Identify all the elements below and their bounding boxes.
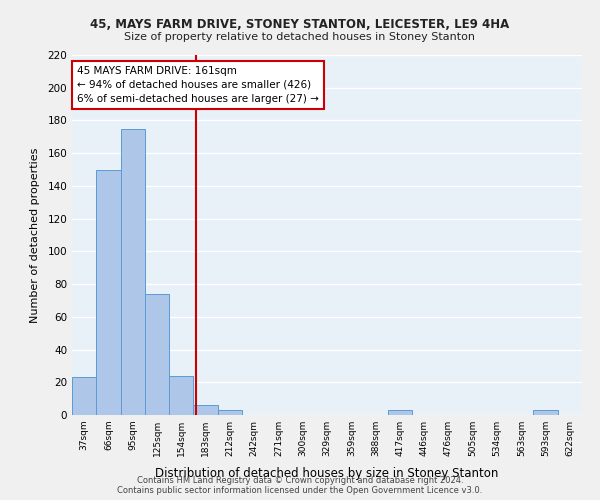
- Text: Contains HM Land Registry data © Crown copyright and database right 2024.: Contains HM Land Registry data © Crown c…: [137, 476, 463, 485]
- Bar: [388, 410, 412, 415]
- Bar: [145, 294, 169, 415]
- Text: 45 MAYS FARM DRIVE: 161sqm
← 94% of detached houses are smaller (426)
6% of semi: 45 MAYS FARM DRIVE: 161sqm ← 94% of deta…: [77, 66, 319, 104]
- Bar: [72, 378, 96, 415]
- Bar: [218, 410, 242, 415]
- Bar: [193, 405, 218, 415]
- Text: Contains public sector information licensed under the Open Government Licence v3: Contains public sector information licen…: [118, 486, 482, 495]
- Text: Size of property relative to detached houses in Stoney Stanton: Size of property relative to detached ho…: [125, 32, 476, 42]
- Bar: [533, 410, 558, 415]
- X-axis label: Distribution of detached houses by size in Stoney Stanton: Distribution of detached houses by size …: [155, 468, 499, 480]
- Text: 45, MAYS FARM DRIVE, STONEY STANTON, LEICESTER, LE9 4HA: 45, MAYS FARM DRIVE, STONEY STANTON, LEI…: [91, 18, 509, 30]
- Y-axis label: Number of detached properties: Number of detached properties: [31, 148, 40, 322]
- Bar: [169, 376, 193, 415]
- Bar: [121, 128, 145, 415]
- Bar: [96, 170, 121, 415]
